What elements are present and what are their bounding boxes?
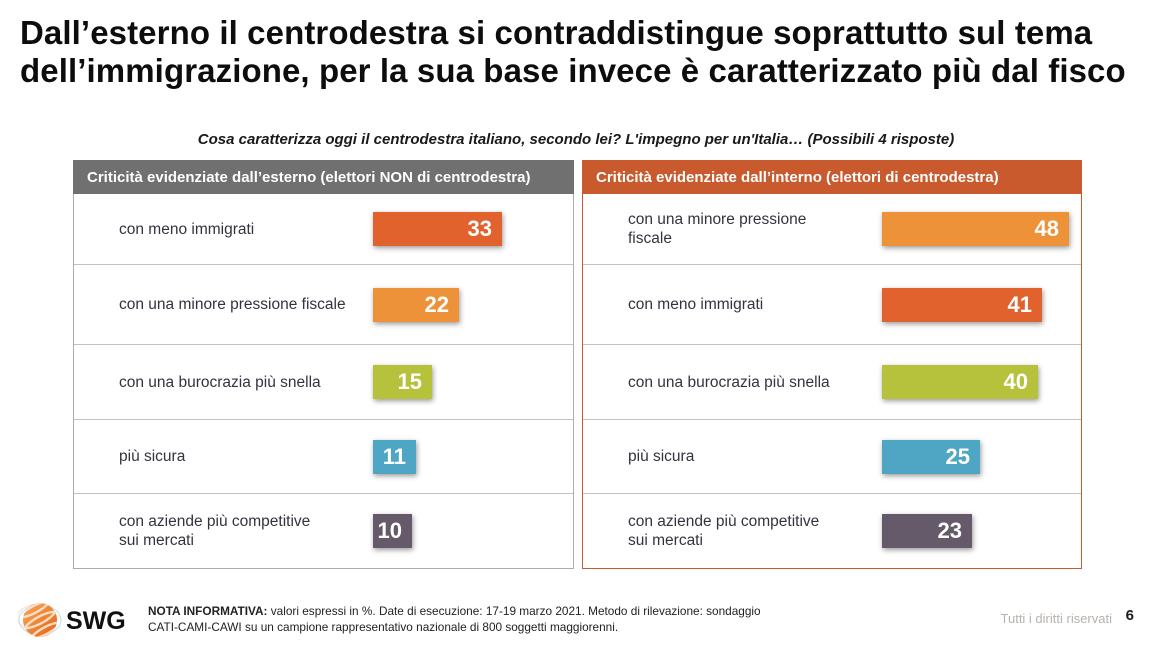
svg-text:SWG: SWG xyxy=(66,607,126,635)
